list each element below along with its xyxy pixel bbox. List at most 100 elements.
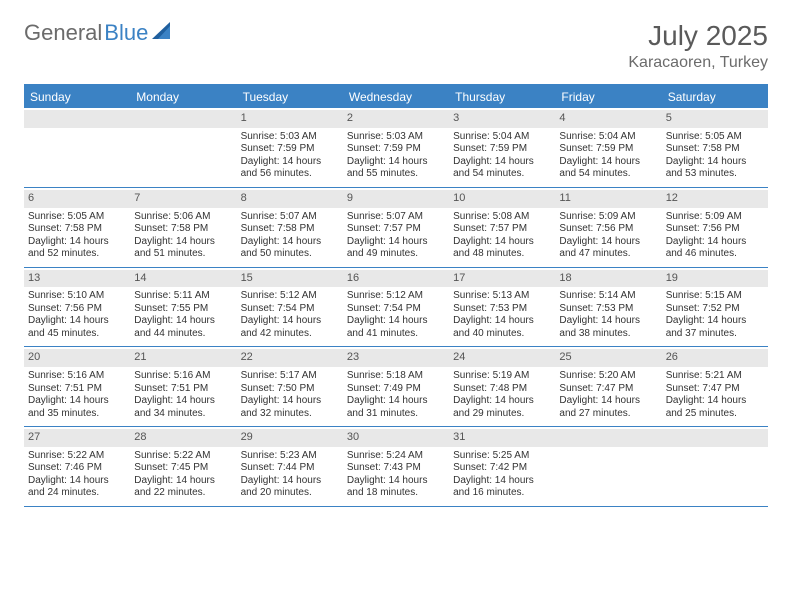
sunrise-text: Sunrise: 5:16 AM xyxy=(28,370,126,383)
sunset-text: Sunset: 7:59 PM xyxy=(559,143,657,156)
daylight-text: Daylight: 14 hours and 48 minutes. xyxy=(453,236,551,261)
calendar: SundayMondayTuesdayWednesdayThursdayFrid… xyxy=(24,84,768,507)
sunrise-text: Sunrise: 5:12 AM xyxy=(241,290,339,303)
daylight-text: Daylight: 14 hours and 53 minutes. xyxy=(666,156,764,181)
sunset-text: Sunset: 7:56 PM xyxy=(559,223,657,236)
day-header: Friday xyxy=(555,86,661,108)
sunset-text: Sunset: 7:51 PM xyxy=(134,383,232,396)
sunset-text: Sunset: 7:53 PM xyxy=(559,303,657,316)
sunset-text: Sunset: 7:49 PM xyxy=(347,383,445,396)
sunset-text: Sunset: 7:43 PM xyxy=(347,462,445,475)
sunrise-text: Sunrise: 5:24 AM xyxy=(347,450,445,463)
week-row: 6Sunrise: 5:05 AMSunset: 7:58 PMDaylight… xyxy=(24,188,768,268)
day-number: 7 xyxy=(130,190,236,208)
day-number: 26 xyxy=(662,349,768,367)
sunrise-text: Sunrise: 5:21 AM xyxy=(666,370,764,383)
day-header: Thursday xyxy=(449,86,555,108)
calendar-page: GeneralBlue July 2025 Karacaoren, Turkey… xyxy=(0,0,792,527)
day-number: 20 xyxy=(24,349,130,367)
calendar-cell: 4Sunrise: 5:04 AMSunset: 7:59 PMDaylight… xyxy=(555,108,661,187)
day-number: 28 xyxy=(130,429,236,447)
day-number: 14 xyxy=(130,270,236,288)
sunset-text: Sunset: 7:42 PM xyxy=(453,462,551,475)
day-number: 13 xyxy=(24,270,130,288)
calendar-cell: 8Sunrise: 5:07 AMSunset: 7:58 PMDaylight… xyxy=(237,188,343,267)
day-number: 23 xyxy=(343,349,449,367)
day-number: 2 xyxy=(343,110,449,128)
day-number: 1 xyxy=(237,110,343,128)
sunrise-text: Sunrise: 5:09 AM xyxy=(666,211,764,224)
sunset-text: Sunset: 7:59 PM xyxy=(347,143,445,156)
day-header: Sunday xyxy=(24,86,130,108)
daylight-text: Daylight: 14 hours and 52 minutes. xyxy=(28,236,126,261)
calendar-cell: 20Sunrise: 5:16 AMSunset: 7:51 PMDayligh… xyxy=(24,347,130,426)
sunrise-text: Sunrise: 5:05 AM xyxy=(28,211,126,224)
location-label: Karacaoren, Turkey xyxy=(628,54,768,72)
brand-part1: General xyxy=(24,20,102,46)
daylight-text: Daylight: 14 hours and 40 minutes. xyxy=(453,315,551,340)
daylight-text: Daylight: 14 hours and 51 minutes. xyxy=(134,236,232,261)
sunset-text: Sunset: 7:51 PM xyxy=(28,383,126,396)
sunset-text: Sunset: 7:58 PM xyxy=(666,143,764,156)
calendar-cell: 1Sunrise: 5:03 AMSunset: 7:59 PMDaylight… xyxy=(237,108,343,187)
sunset-text: Sunset: 7:55 PM xyxy=(134,303,232,316)
sunset-text: Sunset: 7:44 PM xyxy=(241,462,339,475)
daylight-text: Daylight: 14 hours and 54 minutes. xyxy=(559,156,657,181)
sunrise-text: Sunrise: 5:15 AM xyxy=(666,290,764,303)
sunset-text: Sunset: 7:57 PM xyxy=(347,223,445,236)
sunrise-text: Sunrise: 5:10 AM xyxy=(28,290,126,303)
calendar-cell: 16Sunrise: 5:12 AMSunset: 7:54 PMDayligh… xyxy=(343,268,449,347)
sunset-text: Sunset: 7:56 PM xyxy=(666,223,764,236)
sunrise-text: Sunrise: 5:25 AM xyxy=(453,450,551,463)
sunrise-text: Sunrise: 5:22 AM xyxy=(28,450,126,463)
calendar-cell: 29Sunrise: 5:23 AMSunset: 7:44 PMDayligh… xyxy=(237,427,343,506)
sunset-text: Sunset: 7:56 PM xyxy=(28,303,126,316)
day-number: 16 xyxy=(343,270,449,288)
calendar-cell: 5Sunrise: 5:05 AMSunset: 7:58 PMDaylight… xyxy=(662,108,768,187)
calendar-cell: 26Sunrise: 5:21 AMSunset: 7:47 PMDayligh… xyxy=(662,347,768,426)
sunrise-text: Sunrise: 5:13 AM xyxy=(453,290,551,303)
sunset-text: Sunset: 7:47 PM xyxy=(666,383,764,396)
calendar-cell: 14Sunrise: 5:11 AMSunset: 7:55 PMDayligh… xyxy=(130,268,236,347)
month-title: July 2025 xyxy=(628,20,768,52)
sunset-text: Sunset: 7:58 PM xyxy=(134,223,232,236)
sunrise-text: Sunrise: 5:16 AM xyxy=(134,370,232,383)
day-number: 8 xyxy=(237,190,343,208)
calendar-cell: 12Sunrise: 5:09 AMSunset: 7:56 PMDayligh… xyxy=(662,188,768,267)
calendar-cell: 28Sunrise: 5:22 AMSunset: 7:45 PMDayligh… xyxy=(130,427,236,506)
daylight-text: Daylight: 14 hours and 16 minutes. xyxy=(453,475,551,500)
sunset-text: Sunset: 7:46 PM xyxy=(28,462,126,475)
daylight-text: Daylight: 14 hours and 56 minutes. xyxy=(241,156,339,181)
day-header: Saturday xyxy=(662,86,768,108)
calendar-cell xyxy=(24,108,130,187)
week-row: 13 Sunrise: 5:10 AMSunset: 7:56 PM Dayligh… xyxy=(24,268,768,348)
day-number xyxy=(130,110,236,128)
sunset-text: Sunset: 7:59 PM xyxy=(241,143,339,156)
daylight-text: Daylight: 14 hours and 38 minutes. xyxy=(559,315,657,340)
daylight-text: Daylight: 14 hours and 49 minutes. xyxy=(347,236,445,261)
sunset-text: Sunset: 7:45 PM xyxy=(134,462,232,475)
title-block: July 2025 Karacaoren, Turkey xyxy=(628,20,768,72)
calendar-cell: 23Sunrise: 5:18 AMSunset: 7:49 PMDayligh… xyxy=(343,347,449,426)
day-number: 3 xyxy=(449,110,555,128)
sunrise-text: Sunrise: 5:11 AM xyxy=(134,290,232,303)
calendar-cell: 25Sunrise: 5:20 AMSunset: 7:47 PMDayligh… xyxy=(555,347,661,426)
sail-icon xyxy=(152,22,178,45)
sunrise-text: Sunrise: 5:03 AM xyxy=(347,131,445,144)
sunset-text: Sunset: 7:50 PM xyxy=(241,383,339,396)
daylight-text: Daylight: 14 hours and 47 minutes. xyxy=(559,236,657,261)
sunrise-text: Sunrise: 5:08 AM xyxy=(453,211,551,224)
daylight-text: Daylight: 14 hours and 42 minutes. xyxy=(241,315,339,340)
calendar-cell: 6Sunrise: 5:05 AMSunset: 7:58 PMDaylight… xyxy=(24,188,130,267)
day-number: 15 xyxy=(237,270,343,288)
weeks-container: 1Sunrise: 5:03 AMSunset: 7:59 PMDaylight… xyxy=(24,108,768,507)
sunrise-text: Sunrise: 5:07 AM xyxy=(347,211,445,224)
sunrise-text: Sunrise: 5:05 AM xyxy=(666,131,764,144)
header: GeneralBlue July 2025 Karacaoren, Turkey xyxy=(24,20,768,72)
day-number: 27 xyxy=(24,429,130,447)
daylight-text: Daylight: 14 hours and 41 minutes. xyxy=(347,315,445,340)
sunrise-text: Sunrise: 5:22 AM xyxy=(134,450,232,463)
sunrise-text: Sunrise: 5:17 AM xyxy=(241,370,339,383)
sunrise-text: Sunrise: 5:07 AM xyxy=(241,211,339,224)
daylight-text: Daylight: 14 hours and 27 minutes. xyxy=(559,395,657,420)
